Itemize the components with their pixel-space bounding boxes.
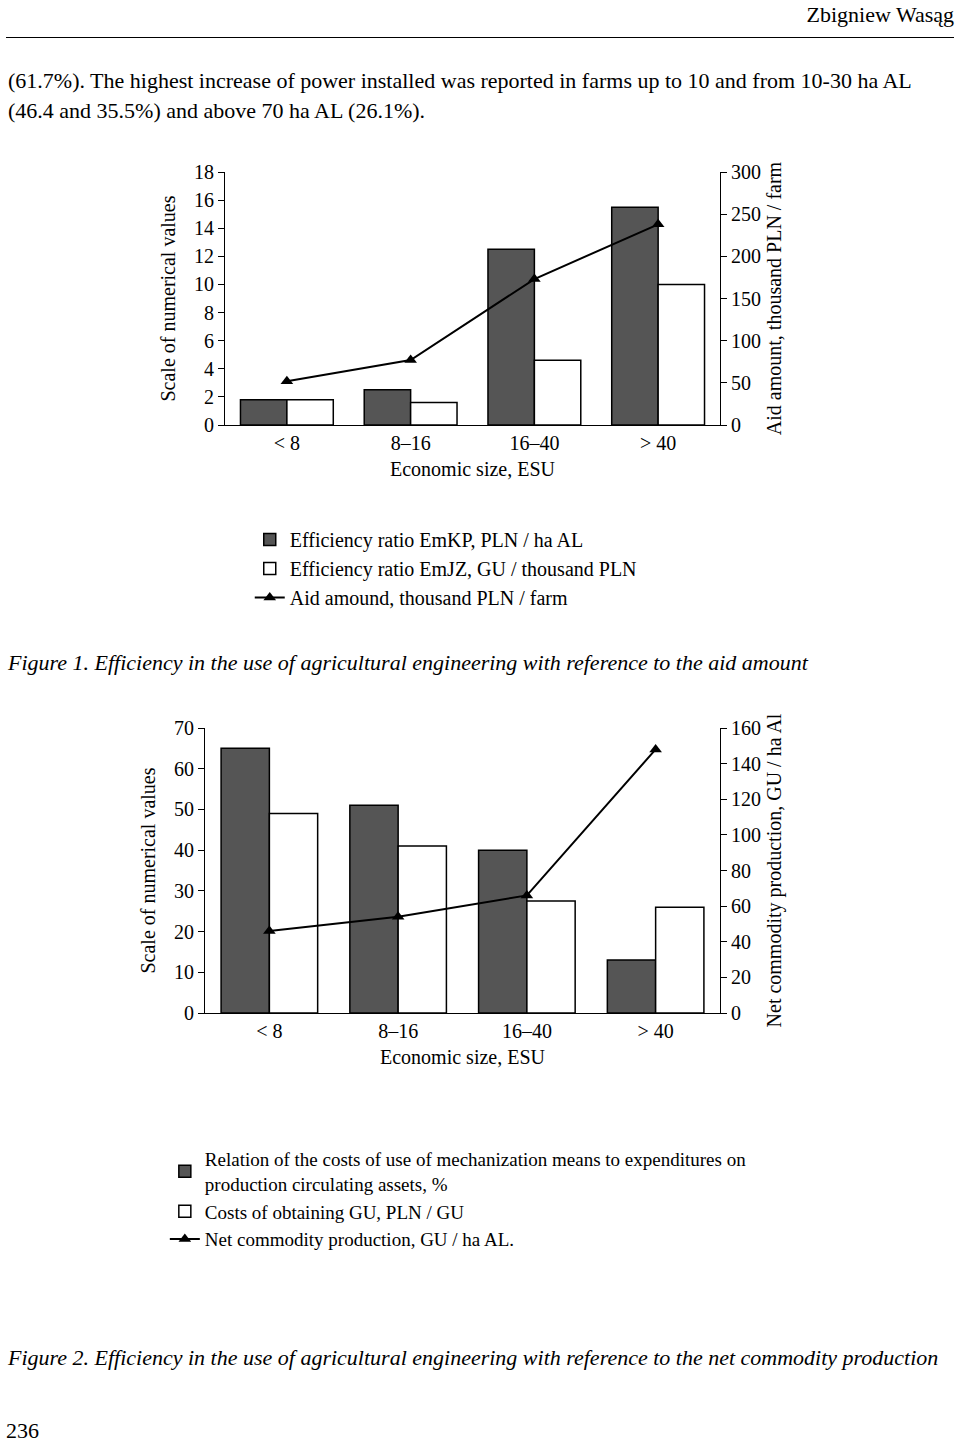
html-text:Zbigniew Wasąg: Zbigniew Wasąg xyxy=(806,2,954,27)
svg-text:Relation of the costs of use o: Relation of the costs of use of mechaniz… xyxy=(205,1149,746,1195)
svg-text:Economic size, ESU: Economic size, ESU xyxy=(380,1046,546,1068)
svg-text:50: 50 xyxy=(174,798,194,820)
svg-text:100: 100 xyxy=(731,330,761,352)
svg-text:4: 4 xyxy=(204,358,214,380)
svg-text:140: 140 xyxy=(731,753,761,775)
svg-text:150: 150 xyxy=(731,288,761,310)
svg-text:Scale of numerical values: Scale of numerical values xyxy=(157,195,179,401)
svg-text:40: 40 xyxy=(731,931,751,953)
html-text:(61.7%). The highest increase: (61.7%). The highest increase of power i… xyxy=(8,68,911,123)
svg-text:14: 14 xyxy=(194,217,214,239)
svg-text:20: 20 xyxy=(731,966,751,988)
svg-text:8: 8 xyxy=(204,302,214,324)
svg-text:10: 10 xyxy=(174,961,194,983)
svg-text:Net commodity production, GU /: Net commodity production, GU / ha AL. xyxy=(205,1229,514,1250)
svg-text:30: 30 xyxy=(174,880,194,902)
svg-text:40: 40 xyxy=(174,839,194,861)
svg-text:160: 160 xyxy=(731,717,761,739)
svg-text:60: 60 xyxy=(731,895,751,917)
svg-text:> 40: > 40 xyxy=(637,1020,673,1042)
svg-text:Net commodity production, GU /: Net commodity production, GU / ha Al xyxy=(763,713,786,1027)
svg-text:250: 250 xyxy=(731,203,761,225)
svg-text:16–40: 16–40 xyxy=(502,1020,552,1042)
svg-text:50: 50 xyxy=(731,372,751,394)
svg-text:0: 0 xyxy=(731,414,741,436)
svg-text:Aid amound, thousand PLN / far: Aid amound, thousand PLN / farm xyxy=(290,587,568,609)
svg-text:300: 300 xyxy=(731,161,761,183)
svg-text:16: 16 xyxy=(194,189,214,211)
svg-text:2: 2 xyxy=(204,386,214,408)
svg-text:20: 20 xyxy=(174,921,194,943)
svg-text:100: 100 xyxy=(731,824,761,846)
html-text:Figure 1. Efficiency in the us: Figure 1. Efficiency in the use of agric… xyxy=(8,650,808,675)
svg-text:18: 18 xyxy=(194,161,214,183)
svg-text:8–16: 8–16 xyxy=(378,1020,418,1042)
svg-text:0: 0 xyxy=(731,1002,741,1024)
svg-text:16–40: 16–40 xyxy=(509,432,559,454)
svg-text:120: 120 xyxy=(731,788,761,810)
svg-text:Efficiency ratio EmJZ, GU / th: Efficiency ratio EmJZ, GU / thousand PLN xyxy=(290,558,637,581)
html-text:Figure 2. Efficiency in the us: Figure 2. Efficiency in the use of agric… xyxy=(8,1345,939,1370)
svg-text:10: 10 xyxy=(194,273,214,295)
svg-text:Costs of obtaining GU, PLN / G: Costs of obtaining GU, PLN / GU xyxy=(205,1202,464,1223)
svg-text:8–16: 8–16 xyxy=(391,432,431,454)
svg-text:80: 80 xyxy=(731,860,751,882)
svg-text:12: 12 xyxy=(194,245,214,267)
html-text:236: 236 xyxy=(6,1418,39,1443)
svg-text:6: 6 xyxy=(204,330,214,352)
svg-text:< 8: < 8 xyxy=(256,1020,282,1042)
svg-text:200: 200 xyxy=(731,245,761,267)
svg-text:Efficiency ratio EmKP, PLN / h: Efficiency ratio EmKP, PLN / ha AL xyxy=(290,529,583,552)
svg-text:0: 0 xyxy=(184,1002,194,1024)
svg-text:Scale of numerical values: Scale of numerical values xyxy=(137,767,159,973)
svg-text:70: 70 xyxy=(174,717,194,739)
svg-text:Economic size, ESU: Economic size, ESU xyxy=(390,458,556,480)
svg-text:0: 0 xyxy=(204,414,214,436)
svg-text:> 40: > 40 xyxy=(640,432,676,454)
svg-text:60: 60 xyxy=(174,758,194,780)
svg-text:< 8: < 8 xyxy=(274,432,300,454)
svg-text:Aid amount, thousand PLN / far: Aid amount, thousand PLN / farm xyxy=(763,161,785,435)
